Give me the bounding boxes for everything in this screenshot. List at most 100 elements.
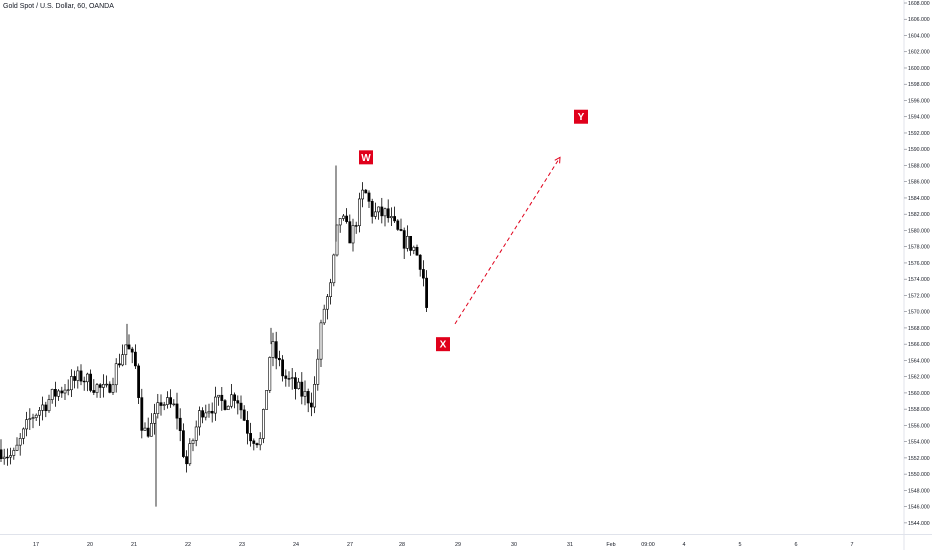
candle — [118, 353, 121, 368]
y-tick-label: 1590.000 — [908, 147, 930, 153]
wave-label-x[interactable]: X — [436, 337, 450, 352]
time-axis[interactable]: 17 20 21 22 23 24 27 28 29 30 31 Feb 09:00 4 5 6 7 — [33, 542, 854, 548]
y-tick-label: 1546.000 — [908, 505, 930, 511]
candle — [63, 384, 67, 400]
y-tick-label: 1560.000 — [908, 391, 930, 397]
candle — [89, 369, 93, 393]
y-tick-label: 1582.000 — [908, 212, 930, 218]
candle — [194, 420, 198, 447]
candle — [255, 442, 259, 448]
y-tick-label: 1554.000 — [908, 440, 930, 446]
y-tick-label: 1586.000 — [908, 180, 930, 186]
x-tick-label: 7 — [851, 542, 854, 548]
y-tick-label: 1588.000 — [908, 163, 930, 169]
candle — [322, 304, 326, 326]
candle — [370, 198, 374, 224]
candle — [15, 437, 19, 452]
candle — [377, 206, 381, 220]
candle — [82, 376, 86, 391]
candle — [348, 214, 352, 244]
candle — [25, 411, 29, 437]
candle — [37, 407, 41, 426]
price-axis[interactable]: 1544.000 1546.000 1548.000 1550.000 1552.000… — [904, 1, 930, 527]
y-tick-label: 1602.000 — [908, 50, 930, 56]
svg-text:W: W — [361, 153, 371, 164]
candle — [223, 399, 227, 411]
y-tick-label: 1580.000 — [908, 228, 930, 234]
y-tick-label: 1544.000 — [908, 521, 930, 527]
x-tick-label: 27 — [347, 542, 353, 548]
candle — [204, 404, 208, 421]
candle — [70, 369, 73, 397]
y-tick-label: 1604.000 — [908, 33, 930, 39]
x-tick-label: 23 — [239, 542, 245, 548]
candle — [239, 395, 243, 419]
candle — [332, 253, 336, 287]
candle — [357, 192, 361, 233]
candle — [21, 427, 25, 445]
y-tick-label: 1574.000 — [908, 277, 930, 283]
candle — [198, 406, 201, 436]
candle — [178, 408, 182, 442]
x-tick-label: Feb — [606, 542, 615, 548]
candle — [354, 221, 358, 234]
x-tick-label: 6 — [795, 542, 798, 548]
candle — [293, 372, 297, 400]
candle — [127, 334, 131, 350]
candle — [98, 383, 102, 398]
candle — [0, 439, 3, 462]
candle — [389, 207, 393, 227]
svg-text:Y: Y — [578, 112, 585, 123]
candle — [233, 392, 237, 409]
candle — [386, 199, 390, 223]
candle — [166, 391, 169, 409]
candle — [220, 387, 224, 411]
svg-text:X: X — [440, 340, 447, 351]
y-tick-label: 1570.000 — [908, 310, 930, 316]
y-tick-label: 1608.000 — [908, 1, 930, 7]
candle — [268, 356, 272, 394]
wave-label-w[interactable]: W — [359, 150, 373, 165]
x-tick-label: 5 — [739, 542, 742, 548]
candle — [111, 377, 115, 396]
candle — [265, 390, 269, 410]
candle — [373, 202, 377, 220]
candle — [246, 411, 249, 445]
candle — [325, 294, 329, 320]
candle — [86, 372, 89, 392]
candle — [412, 245, 416, 255]
candle — [92, 379, 96, 396]
candle — [153, 403, 157, 435]
candle — [79, 364, 83, 386]
candle — [130, 346, 134, 364]
candle — [114, 358, 118, 393]
x-tick-label: 20 — [87, 542, 93, 548]
x-tick-label: 22 — [185, 542, 191, 548]
candle — [41, 396, 45, 421]
candle — [290, 368, 294, 390]
candle — [140, 388, 144, 439]
candle — [364, 188, 368, 194]
projection-arrow-head — [554, 156, 561, 164]
candle — [102, 374, 105, 398]
candle — [277, 350, 281, 367]
y-tick-label: 1572.000 — [908, 293, 930, 299]
candle — [351, 218, 355, 252]
candle — [309, 392, 313, 417]
candle — [105, 375, 109, 388]
y-tick-label: 1562.000 — [908, 375, 930, 381]
candle — [217, 394, 221, 406]
wave-annotations: W X Y — [359, 109, 588, 352]
candle — [47, 394, 51, 413]
candle — [18, 433, 22, 456]
x-tick-label: 21 — [131, 542, 137, 548]
y-tick-label: 1558.000 — [908, 407, 930, 413]
candle — [191, 438, 195, 452]
candle — [182, 423, 185, 459]
wave-label-y[interactable]: Y — [574, 109, 588, 124]
candle — [73, 370, 77, 389]
candle — [313, 376, 317, 414]
y-tick-label: 1576.000 — [908, 261, 930, 267]
